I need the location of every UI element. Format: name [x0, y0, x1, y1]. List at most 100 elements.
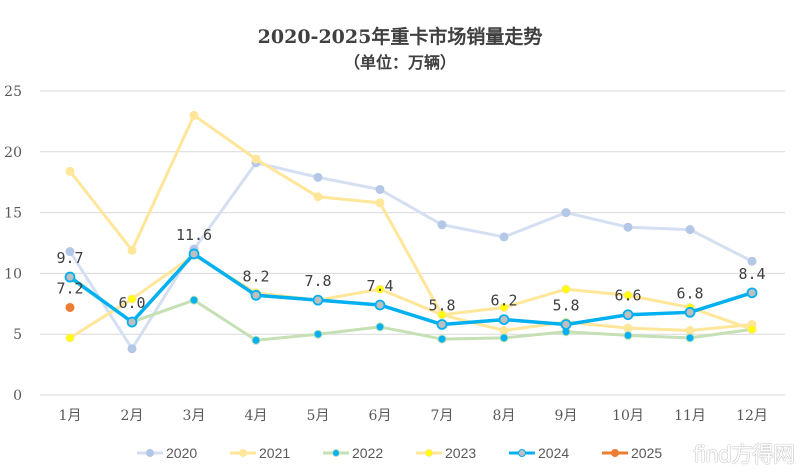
- point-2021-2月: [127, 245, 137, 255]
- series-2023: [65, 250, 757, 343]
- legend-label: 2020: [166, 445, 197, 461]
- x-tick-label: 4月: [245, 408, 268, 424]
- data-label-2024: 8.4: [738, 265, 765, 283]
- data-label-2025: 7.2: [56, 279, 83, 297]
- point-2022-11月: [685, 333, 695, 343]
- series-2025: [65, 302, 75, 312]
- x-tick-label: 1月: [59, 408, 82, 424]
- data-label-2024: 6.8: [676, 284, 703, 302]
- x-tick-label: 5月: [307, 408, 330, 424]
- data-label-2024: 5.8: [428, 296, 455, 314]
- y-tick-label: 0: [13, 388, 22, 404]
- legend-marker: [146, 449, 154, 457]
- y-axis-ticks: 0 5 10 15 20 25: [4, 84, 22, 404]
- x-tick-label: 3月: [183, 408, 206, 424]
- point-2021-5月: [313, 192, 323, 202]
- point-2020-5月: [313, 172, 323, 182]
- point-2024-2月: [126, 316, 138, 328]
- point-2020-12月: [747, 256, 757, 266]
- x-tick-label: 11月: [674, 408, 706, 424]
- point-2020-8月: [499, 232, 509, 242]
- legend-marker: [425, 449, 433, 457]
- point-2024-1月: [64, 271, 76, 283]
- point-2020-6月: [375, 184, 385, 194]
- watermark: find方得网: [693, 443, 795, 468]
- series-2024: [64, 248, 758, 330]
- x-tick-label: 9月: [555, 408, 578, 424]
- data-label-2024: 7.8: [304, 272, 331, 290]
- x-axis-ticks: 1月 2月 3月 4月 5月 6月 7月 8月 9月 10月 11月 12月: [59, 408, 768, 424]
- point-2021-3月: [189, 110, 199, 120]
- point-2020-9月: [561, 208, 571, 218]
- point-2021-1月: [65, 166, 75, 176]
- point-2024-10月: [622, 309, 634, 321]
- point-2024-12月: [746, 287, 758, 299]
- point-2023-10月: [623, 290, 633, 300]
- legend: 2020 2021 2022 2023 2024 2025: [137, 445, 662, 461]
- point-2024-4月: [250, 289, 262, 301]
- y-tick-label: 15: [4, 206, 22, 222]
- series-lines: [64, 110, 758, 354]
- chart-title: 2020-2025年重卡市场销量走势: [258, 25, 543, 48]
- legend-label: 2024: [538, 445, 569, 461]
- x-tick-label: 8月: [493, 408, 516, 424]
- point-2023-2月: [127, 294, 137, 304]
- point-2022-3月: [189, 295, 199, 305]
- data-label-2024: 6.2: [490, 292, 517, 310]
- point-2022-5月: [313, 329, 323, 339]
- point-2025-1月: [65, 302, 75, 312]
- point-2021-4月: [251, 154, 261, 164]
- point-2024-6月: [374, 299, 386, 311]
- legend-marker: [332, 449, 340, 457]
- y-tick-label: 10: [4, 266, 22, 282]
- data-label-2024: 6.0: [118, 294, 145, 312]
- point-2024-11月: [684, 306, 696, 318]
- point-2023-7月: [437, 310, 447, 320]
- series-line-2023: [69, 253, 753, 340]
- point-2023-9月: [561, 284, 571, 294]
- x-tick-label: 7月: [431, 408, 454, 424]
- point-2024-5月: [312, 294, 324, 306]
- point-2020-1月: [65, 247, 75, 257]
- point-2024-3月: [188, 248, 200, 260]
- data-labels: 9.7 6.0 11.6 8.2 7.8 7.4 5.8 6.2 5.8 6.6 6.8 8.4 7.2: [56, 226, 765, 315]
- legend-label: 2022: [352, 445, 383, 461]
- data-label-2024: 5.8: [552, 296, 579, 314]
- point-2023-1月: [65, 333, 75, 343]
- legend-label: 2021: [259, 445, 290, 461]
- point-2022-4月: [251, 335, 261, 345]
- legend-marker: [611, 449, 619, 457]
- data-label-2024: 9.7: [56, 249, 83, 267]
- point-2024-8月: [498, 314, 510, 326]
- legend-item-2024: 2024: [509, 445, 569, 461]
- legend-item-2020: 2020: [137, 445, 197, 461]
- x-tick-label: 2月: [121, 408, 144, 424]
- point-2023-8月: [499, 302, 509, 312]
- legend-label: 2025: [631, 445, 662, 461]
- series-line-2024: [68, 252, 753, 327]
- point-2020-11月: [685, 225, 695, 235]
- legend-item-2022: 2022: [323, 445, 383, 461]
- y-tick-label: 25: [4, 84, 22, 100]
- point-2022-6月: [375, 322, 385, 332]
- y-tick-label: 5: [13, 327, 22, 343]
- y-tick-label: 20: [4, 145, 22, 161]
- legend-marker: [518, 449, 526, 457]
- point-2023-6月: [375, 284, 385, 294]
- legend-item-2025: 2025: [602, 445, 662, 461]
- legend-label: 2023: [445, 445, 476, 461]
- point-2022-7月: [437, 334, 447, 344]
- series-line-2022: [69, 277, 753, 342]
- data-label-2024: 6.6: [614, 287, 641, 305]
- x-tick-label: 6月: [369, 408, 392, 424]
- point-2024-9月: [560, 319, 572, 330]
- data-label-2024: 8.2: [242, 267, 269, 285]
- point-2020-10月: [623, 222, 633, 232]
- legend-item-2021: 2021: [230, 445, 290, 461]
- data-label-2024: 7.4: [366, 277, 393, 295]
- point-2024-7月: [436, 319, 448, 330]
- chart-subtitle: （单位：万辆）: [344, 53, 456, 72]
- point-2022-8月: [499, 333, 509, 343]
- x-tick-label: 10月: [612, 408, 644, 424]
